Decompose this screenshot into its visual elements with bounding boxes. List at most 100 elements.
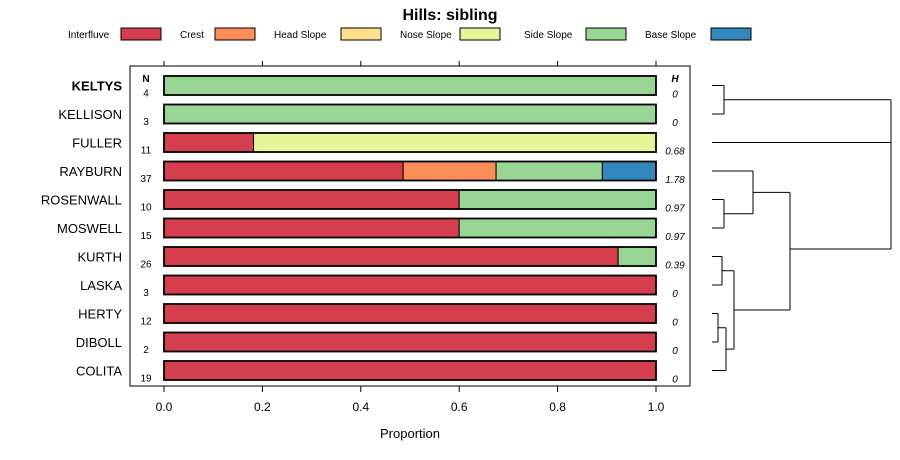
bar-segment-laska-interfluve <box>163 275 657 295</box>
n-value-diboll: 2 <box>143 345 149 356</box>
bar-outline-keltys <box>163 75 657 96</box>
bar-row-rayburn <box>163 160 657 182</box>
bar-outline-colita <box>163 360 657 381</box>
h-value-rosenwall: 0.97 <box>665 204 685 215</box>
bar-row-laska <box>163 274 657 296</box>
bar-outline-moswell <box>163 217 657 239</box>
h-value-kellison: 0 <box>672 118 678 129</box>
bar-segment-kurth-side-slope <box>617 246 657 267</box>
legend-label-interfluve: Interfluve <box>68 30 110 41</box>
bars-group <box>163 75 657 381</box>
legend-label-crest: Crest <box>180 30 204 41</box>
bar-outline-herty <box>163 303 657 324</box>
row-label-laska: LASKA <box>80 278 122 293</box>
legend-swatch-base-slope <box>710 27 752 41</box>
legend-swatch-crest <box>214 27 256 41</box>
row-label-diboll: DIBOLL <box>76 335 122 350</box>
row-label-herty: HERTY <box>78 307 122 322</box>
n-value-kellison: 3 <box>143 117 149 128</box>
x-axis-title: Proportion <box>380 426 440 441</box>
bar-segment-rosenwall-interfluve <box>163 189 460 210</box>
legend-label-nose-slope: Nose Slope <box>400 30 452 41</box>
h-value-laska: 0 <box>672 289 678 300</box>
n-value-rayburn: 37 <box>140 174 152 185</box>
n-value-colita: 19 <box>140 374 152 385</box>
row-label-fuller: FULLER <box>72 136 122 151</box>
bar-segment-herty-interfluve <box>163 303 657 324</box>
h-value-keltys: 0 <box>672 90 678 101</box>
h-value-moswell: 0.97 <box>665 232 685 243</box>
n-value-fuller: 11 <box>141 146 152 157</box>
x-tick-label-1: 0.2 <box>254 400 271 414</box>
row-label-kellison: KELLISON <box>58 107 122 122</box>
x-axis: 0.0 0.2 0.4 0.6 0.8 1.0 <box>156 386 665 414</box>
bar-outline-diboll <box>163 331 657 353</box>
dendrogram <box>712 85 892 371</box>
bar-segment-rosenwall-side-slope <box>458 189 657 210</box>
bar-segment-colita-interfluve <box>163 360 657 381</box>
bar-segment-moswell-side-slope <box>458 218 657 238</box>
legend-label-head-slope: Head Slope <box>274 30 327 41</box>
bar-segment-rayburn-base-slope <box>601 161 657 181</box>
bar-segment-keltys-side-slope <box>163 75 657 96</box>
bar-segment-rayburn-side-slope <box>495 161 603 181</box>
legend-label-side-slope: Side Slope <box>524 30 573 41</box>
h-value-herty: 0 <box>672 318 678 329</box>
bar-outline-rayburn <box>163 160 657 182</box>
n-column-header: N <box>142 74 149 85</box>
row-label-moswell: MOSWELL <box>57 221 122 236</box>
bar-segment-fuller-nose-slope <box>253 132 657 153</box>
n-value-kurth: 26 <box>140 260 152 271</box>
n-value-laska: 3 <box>143 288 149 299</box>
n-value-moswell: 15 <box>140 231 152 242</box>
legend-label-base-slope: Base Slope <box>645 30 697 41</box>
row-label-rosenwall: ROSENWALL <box>41 193 122 208</box>
legend-swatch-interfluve <box>120 27 162 41</box>
bar-outline-kellison <box>163 103 657 125</box>
bar-row-rosenwall <box>163 189 657 210</box>
n-value-herty: 12 <box>140 317 152 328</box>
n-value-keltys: 4 <box>143 89 149 100</box>
bar-segment-kellison-side-slope <box>163 104 657 124</box>
bar-row-diboll <box>163 331 657 353</box>
bar-row-moswell <box>163 217 657 239</box>
plot-frame <box>129 65 691 387</box>
bar-segment-diboll-interfluve <box>163 332 657 352</box>
row-labels: KELTYS 4 0 KELLISON 3 0 FULLER 11 0.68 RAYBURN 37 1… <box>41 79 685 386</box>
x-tick-label-3: 0.6 <box>451 400 468 414</box>
bar-row-kurth <box>163 246 657 267</box>
h-value-diboll: 0 <box>672 346 678 357</box>
h-value-rayburn: 1.78 <box>665 175 685 186</box>
bar-outline-rosenwall <box>163 189 657 210</box>
legend-swatch-head-slope <box>340 27 382 41</box>
chart-title: Hills: sibling <box>402 7 497 24</box>
h-value-fuller: 0.68 <box>665 147 685 158</box>
bar-row-herty <box>163 303 657 324</box>
h-value-kurth: 0.39 <box>665 261 685 272</box>
legend-swatch-nose-slope <box>459 27 501 41</box>
row-label-kurth: KURTH <box>77 250 122 265</box>
bar-segment-kurth-interfluve <box>163 246 619 267</box>
bar-outline-kurth <box>163 246 657 267</box>
bar-segment-rayburn-crest <box>402 161 497 181</box>
x-tick-label-2: 0.4 <box>352 400 369 414</box>
bar-row-colita <box>163 360 657 381</box>
bar-outline-laska <box>163 274 657 296</box>
top-axis-ticks <box>163 61 657 66</box>
bar-segment-moswell-interfluve <box>163 218 460 238</box>
row-label-rayburn: RAYBURN <box>59 164 122 179</box>
x-tick-label-4: 0.8 <box>549 400 566 414</box>
legend: Interfluve Crest Head Slope Nose Slope Side … <box>68 27 752 41</box>
bar-row-keltys <box>163 75 657 96</box>
x-tick-label-0: 0.0 <box>156 400 173 414</box>
h-column-header: H <box>671 74 679 85</box>
h-value-colita: 0 <box>672 375 678 386</box>
bar-outline-fuller <box>163 132 657 153</box>
bar-row-kellison <box>163 103 657 125</box>
row-label-colita: COLITA <box>76 364 122 379</box>
legend-swatch-side-slope <box>585 27 627 41</box>
bar-segment-fuller-interfluve <box>163 132 255 153</box>
x-tick-label-5: 1.0 <box>648 400 665 414</box>
row-label-keltys: KELTYS <box>72 79 123 94</box>
